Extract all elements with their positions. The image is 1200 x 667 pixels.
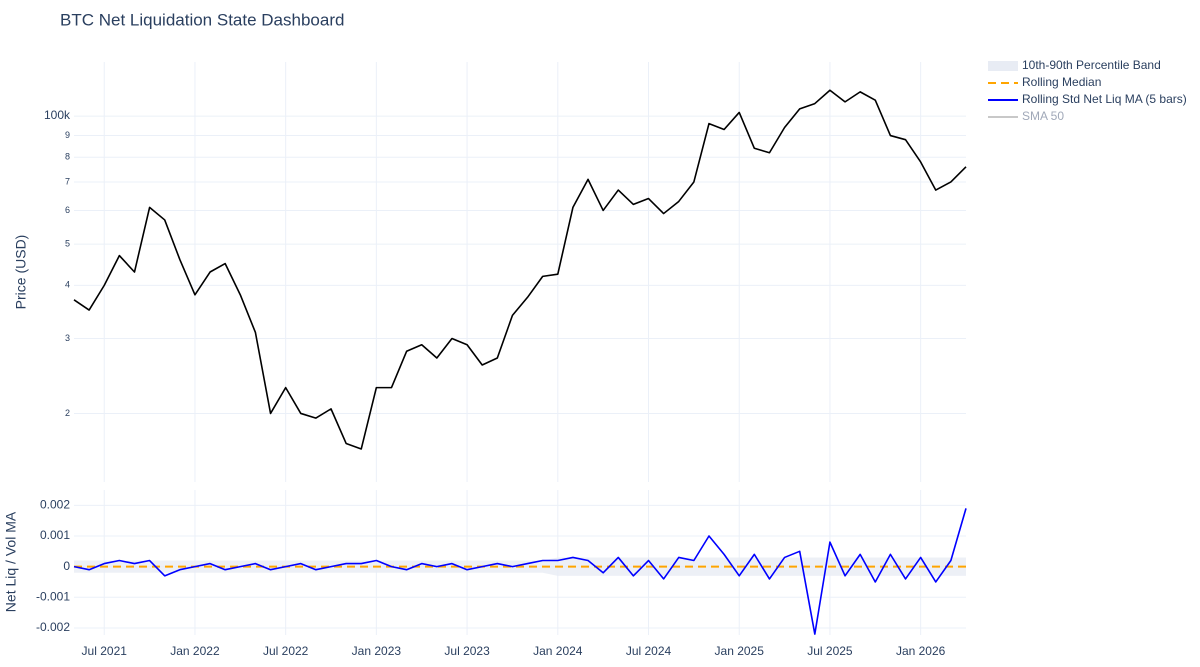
legend-label: SMA 50 [1022,109,1064,123]
y-tick-label: -0.001 [36,589,70,603]
x-tick-label: Jul 2023 [444,644,490,658]
y-tick-label: 4 [65,280,70,290]
y-tick-label: 0.002 [40,497,70,511]
y-tick-label: 100k [44,108,71,122]
chart-title: BTC Net Liquidation State Dashboard [60,10,344,29]
legend-label: Rolling Median [1022,75,1101,89]
x-tick-label: Jul 2022 [263,644,309,658]
x-tick-label: Jan 2023 [352,644,402,658]
y-tick-label: -0.002 [36,620,70,634]
series-line [73,89,967,450]
y-tick-label: 9 [65,130,70,140]
series-line [73,508,967,635]
legend-label: 10th-90th Percentile Band [1022,58,1161,72]
y-axis-title: Net Liq / Vol MA [3,511,19,612]
x-tick-label: Jan 2025 [715,644,765,658]
y-tick-label: 7 [65,176,70,186]
y-tick-label: 2 [65,408,70,418]
y-axis-title: Price (USD) [13,235,29,310]
x-tick-label: Jan 2022 [170,644,220,658]
legend-swatch [988,61,1018,71]
x-tick-label: Jan 2026 [896,644,946,658]
x-tick-label: Jul 2024 [626,644,672,658]
x-tick-label: Jul 2025 [807,644,853,658]
legend-label: Rolling Std Net Liq MA (5 bars) [1022,92,1187,106]
y-tick-label: 3 [65,333,70,343]
y-tick-label: 0 [63,559,70,573]
y-tick-label: 5 [65,239,70,249]
x-tick-label: Jul 2021 [82,644,128,658]
y-tick-label: 8 [65,152,70,162]
y-tick-label: 0.001 [40,528,70,542]
y-tick-label: 6 [65,205,70,215]
x-tick-label: Jan 2024 [533,644,583,658]
